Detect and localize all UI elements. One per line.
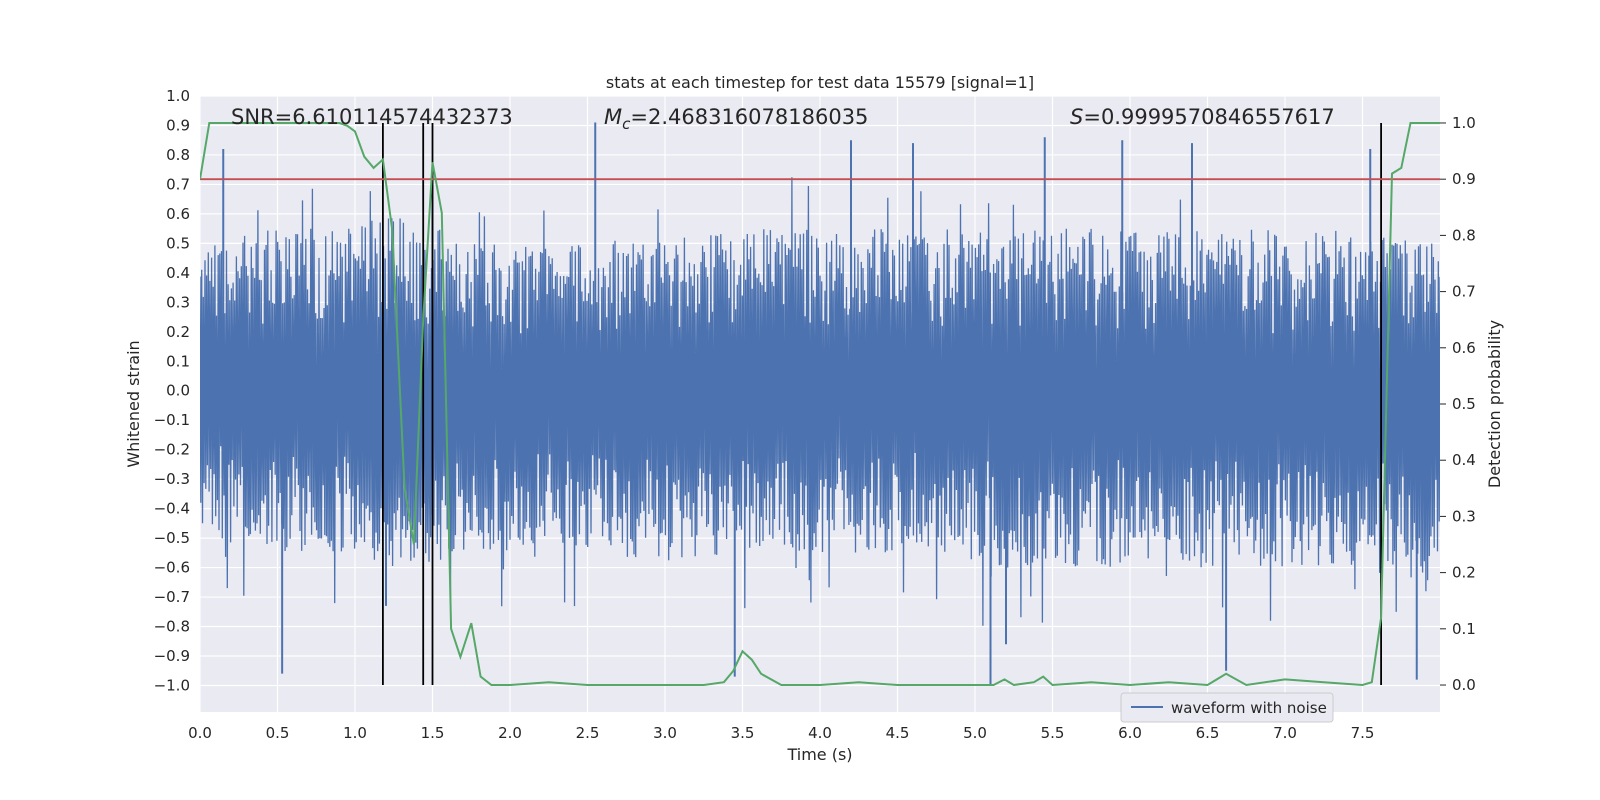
y-tick-label: −0.2 <box>154 441 190 459</box>
x-tick-label: 6.5 <box>1196 724 1220 742</box>
x-tick-label: 3.5 <box>731 724 755 742</box>
y-tick-label: 0.8 <box>166 146 190 164</box>
x-tick-label: 7.0 <box>1273 724 1297 742</box>
x-tick-label: 2.0 <box>498 724 522 742</box>
x-tick-label: 5.5 <box>1041 724 1065 742</box>
x-tick-label: 0.0 <box>188 724 212 742</box>
y-tick-label: 0.6 <box>166 205 190 223</box>
y-tick-label: −0.9 <box>154 647 190 665</box>
x-tick-label: 4.0 <box>808 724 832 742</box>
legend-label-waveform: waveform with noise <box>1171 699 1327 717</box>
y2-tick-label: 0.1 <box>1452 620 1476 638</box>
y2-tick-label: 0.3 <box>1452 507 1476 525</box>
waveform-line <box>200 177 1440 626</box>
y2-tick-label: 1.0 <box>1452 114 1476 132</box>
s-value: =0.9999570846557617 <box>1083 105 1334 129</box>
y-tick-label: −0.5 <box>154 529 190 547</box>
s-symbol: S <box>1070 105 1083 129</box>
y-tick-label: 1.0 <box>166 87 190 105</box>
legend-box <box>1120 692 1334 723</box>
x-tick-label: 7.5 <box>1351 724 1375 742</box>
chirp-mass-value: =2.468316078186035 <box>630 105 868 129</box>
y-tick-label: −0.3 <box>154 470 190 488</box>
x-tick-label: 4.5 <box>886 724 910 742</box>
y2-tick-label: 0.9 <box>1452 170 1476 188</box>
y-tick-label: −0.4 <box>154 500 190 518</box>
y-tick-label: 0.9 <box>166 116 190 134</box>
y-tick-label: 0.5 <box>166 234 190 252</box>
y-tick-label: 0.4 <box>166 264 190 282</box>
y2-tick-label: 0.4 <box>1452 451 1476 469</box>
y2-axis-label: Detection probability <box>1485 320 1504 488</box>
y-tick-label: −0.1 <box>154 411 190 429</box>
probability-series <box>200 122 1440 687</box>
x-tick-label: 0.5 <box>266 724 290 742</box>
chirp-mass-symbol: M <box>604 105 622 129</box>
y2-tick-label: 0.5 <box>1452 395 1476 413</box>
y-axis-label: Whitened strain <box>124 340 143 467</box>
x-tick-label: 3.0 <box>653 724 677 742</box>
y-tick-label: 0.7 <box>166 175 190 193</box>
y2-tick-label: 0.6 <box>1452 339 1476 357</box>
x-tick-label: 1.0 <box>343 724 367 742</box>
x-tick-label: 5.0 <box>963 724 987 742</box>
y-tick-label: 0.1 <box>166 352 190 370</box>
y-tick-label: −1.0 <box>154 676 190 694</box>
snr-annotation: SNR=6.610114574432373 <box>231 105 513 129</box>
y-tick-label: 0.3 <box>166 293 190 311</box>
y-tick-label: 0.0 <box>166 382 190 400</box>
chirp-mass-subscript: c <box>622 115 631 133</box>
y2-tick-label: 0.7 <box>1452 283 1476 301</box>
y2-tick-label: 0.8 <box>1452 226 1476 244</box>
y2-tick-labels: 1.0 0.9 0.8 0.7 0.6 0.5 0.4 0.3 0.2 0.1 0.0 <box>1440 114 1476 694</box>
y-tick-label: −0.7 <box>154 588 190 606</box>
legend: waveform with noise <box>1120 692 1334 723</box>
y-tick-label: 0.2 <box>166 323 190 341</box>
x-axis-label: Time (s) <box>786 745 852 764</box>
chirp-mass-annotation: Mc=2.468316078186035 <box>604 105 868 133</box>
s-annotation: S=0.9999570846557617 <box>1070 105 1335 129</box>
x-tick-label: 6.0 <box>1118 724 1142 742</box>
x-tick-labels: 0.0 0.5 1.0 1.5 2.0 2.5 3.0 3.5 4.0 4.5 5.0 5.5 6.0 6… <box>188 724 1374 742</box>
x-tick-label: 2.5 <box>576 724 600 742</box>
y-tick-label: −0.8 <box>154 618 190 636</box>
probability-line <box>200 122 1440 687</box>
y-tick-labels: 1.0 0.9 0.8 0.7 0.6 0.5 0.4 0.3 0.2 0.1 0.0 −0.1 −0.… <box>154 87 190 694</box>
x-tick-label: 1.5 <box>421 724 445 742</box>
y2-tick-label: 0.0 <box>1452 676 1476 694</box>
waveform-series <box>200 122 1440 686</box>
y-tick-label: −0.6 <box>154 559 190 577</box>
y2-tick-label: 0.2 <box>1452 564 1476 582</box>
chart-title: stats at each timestep for test data 155… <box>606 73 1034 92</box>
